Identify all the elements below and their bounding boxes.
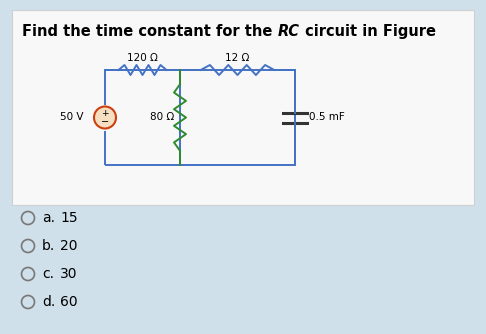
Text: 0.5 mF: 0.5 mF [309, 113, 345, 123]
Text: a.: a. [42, 211, 55, 225]
Text: 30: 30 [60, 267, 77, 281]
Text: +: + [101, 110, 109, 119]
Circle shape [94, 107, 116, 129]
Text: 50 V: 50 V [59, 113, 83, 123]
Text: circuit in Figure: circuit in Figure [299, 24, 435, 39]
FancyBboxPatch shape [12, 10, 474, 205]
Text: 120 Ω: 120 Ω [127, 53, 158, 63]
Text: 80 Ω: 80 Ω [150, 113, 174, 123]
Text: 20: 20 [60, 239, 77, 253]
Text: 15: 15 [60, 211, 78, 225]
Text: b.: b. [42, 239, 55, 253]
Text: RC: RC [278, 24, 299, 39]
Text: Find the time constant for the: Find the time constant for the [22, 24, 278, 39]
Text: d.: d. [42, 295, 55, 309]
Text: 60: 60 [60, 295, 78, 309]
Text: c.: c. [42, 267, 54, 281]
Text: −: − [101, 117, 109, 127]
Text: 12 Ω: 12 Ω [226, 53, 250, 63]
